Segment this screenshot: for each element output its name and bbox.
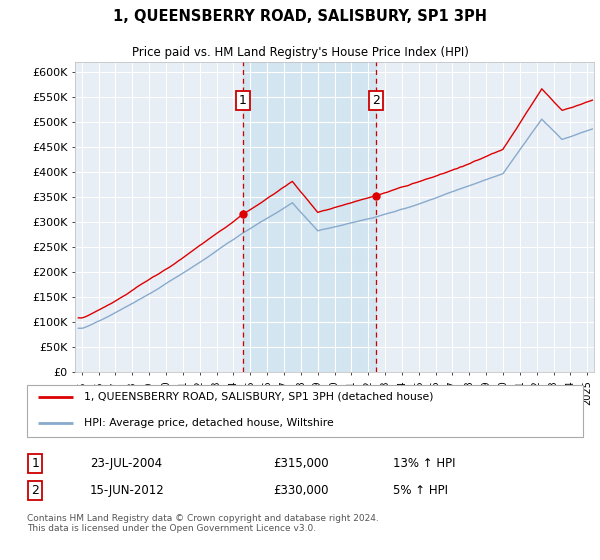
Text: HPI: Average price, detached house, Wiltshire: HPI: Average price, detached house, Wilt… [84, 418, 334, 428]
Text: 23-JUL-2004: 23-JUL-2004 [90, 457, 162, 470]
Text: 1: 1 [239, 94, 247, 107]
Text: 5% ↑ HPI: 5% ↑ HPI [394, 484, 448, 497]
Text: Contains HM Land Registry data © Crown copyright and database right 2024.
This d: Contains HM Land Registry data © Crown c… [27, 514, 379, 534]
Bar [242, 62, 376, 372]
Text: £330,000: £330,000 [273, 484, 329, 497]
Text: 1: 1 [31, 457, 39, 470]
Text: 2: 2 [31, 484, 39, 497]
Text: 15-JUN-2012: 15-JUN-2012 [90, 484, 164, 497]
Text: 1, QUEENSBERRY ROAD, SALISBURY, SP1 3PH: 1, QUEENSBERRY ROAD, SALISBURY, SP1 3PH [113, 10, 487, 24]
Text: 13% ↑ HPI: 13% ↑ HPI [394, 457, 456, 470]
Text: Price paid vs. HM Land Registry's House Price Index (HPI): Price paid vs. HM Land Registry's House … [131, 46, 469, 59]
Text: 1, QUEENSBERRY ROAD, SALISBURY, SP1 3PH (detached house): 1, QUEENSBERRY ROAD, SALISBURY, SP1 3PH … [84, 391, 434, 402]
Text: £315,000: £315,000 [273, 457, 329, 470]
FancyBboxPatch shape [27, 385, 583, 437]
Text: 2: 2 [372, 94, 380, 107]
